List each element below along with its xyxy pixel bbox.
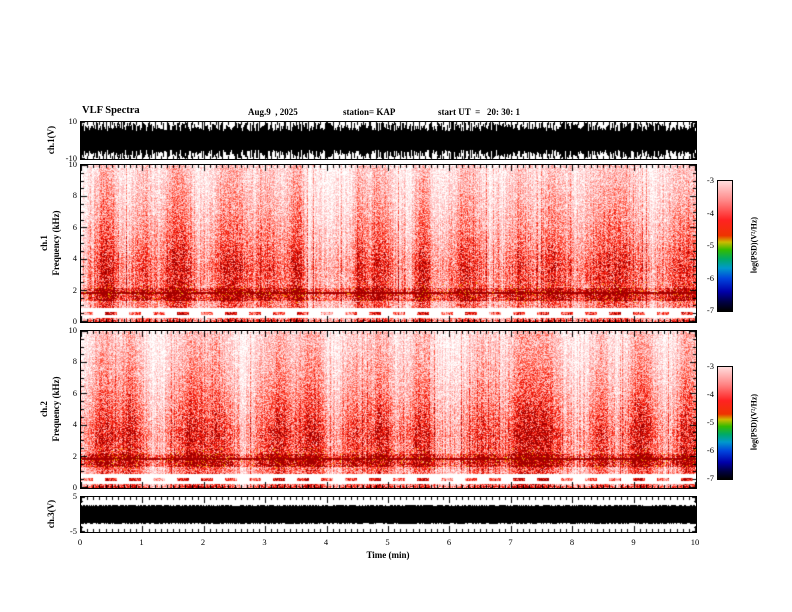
x-tick-label: 2 <box>200 537 206 547</box>
colorbar-tick-label: -7 <box>706 305 714 315</box>
y-tick-label: 8 <box>72 356 77 367</box>
x-tick-label: 10 <box>690 537 700 547</box>
y-tick-label: 6 <box>72 387 77 398</box>
y-tick-label: -5 <box>69 526 77 536</box>
y-tick-label: 10 <box>68 116 78 126</box>
y-tick-label: 0 <box>72 482 77 492</box>
y-tick-label: 6 <box>72 221 77 232</box>
ch3-waveform-canvas <box>81 497 696 532</box>
y-tick-label: -10 <box>65 153 77 163</box>
colorbar-tick-label: -6 <box>706 445 714 455</box>
x-tick-label: 4 <box>323 537 329 547</box>
y-tick-label: 10 <box>68 325 78 335</box>
ch1-spectrogram-channel-label: ch.1 <box>39 235 49 251</box>
ch2-spectrogram-ylabel: Frequency (kHz) <box>51 376 61 442</box>
x-tick-label: 7 <box>508 537 513 547</box>
y-tick-label: 5 <box>72 491 77 501</box>
y-tick-label: 4 <box>72 419 77 430</box>
colorbar-tick-label: -7 <box>706 473 714 483</box>
ch1-waveform-panel <box>80 121 697 160</box>
x-tick-label: 8 <box>569 537 575 547</box>
ch1-spectrogram-canvas <box>81 165 696 322</box>
colorbar-tick-label: -3 <box>706 175 714 185</box>
y-tick-label: 8 <box>72 190 77 201</box>
colorbar-ch2 <box>717 366 733 480</box>
colorbar-ch1 <box>717 180 733 312</box>
ch2-spectrogram-channel-label: ch.2 <box>39 401 49 417</box>
colorbar-tick-label: -5 <box>706 417 714 427</box>
y-tick-label: 2 <box>72 284 77 295</box>
x-tick-label: 9 <box>631 537 636 547</box>
colorbar-tick-label: -5 <box>706 240 714 250</box>
ch2-spectrogram-panel <box>80 330 697 489</box>
x-tick-label: 3 <box>262 537 267 547</box>
colorbar-tick-label: -4 <box>706 207 714 218</box>
x-tick-label: 5 <box>385 537 390 547</box>
y-tick-label: 10 <box>68 159 78 169</box>
x-tick-label: 0 <box>77 537 83 547</box>
y-tick-label: 4 <box>72 253 77 264</box>
colorbar-ch1-label: log(PSD)(V²/Hz) <box>749 216 759 274</box>
y-tick-label: 2 <box>72 450 77 461</box>
plot-title: VLF Spectra <box>82 105 140 116</box>
ch1-waveform-ylabel: ch.1(V) <box>46 125 56 155</box>
ch1-spectrogram-panel <box>80 164 697 323</box>
x-tick-label: 6 <box>446 537 452 547</box>
ch3-waveform-panel <box>80 496 697 533</box>
plot-date: Aug.9 , 2025 <box>248 107 298 117</box>
x-tick-label: 1 <box>139 537 144 547</box>
colorbar-tick-label: -3 <box>706 361 714 371</box>
ch2-spectrogram-canvas <box>81 331 696 488</box>
ch1-spectrogram-ylabel: Frequency (kHz) <box>51 210 61 276</box>
ch3-waveform-ylabel: ch.3(V) <box>46 499 56 529</box>
y-tick-label: 0 <box>72 316 77 326</box>
colorbar-tick-label: -4 <box>706 389 714 399</box>
plot-start-ut: start UT = 20: 30: 1 <box>438 107 520 117</box>
colorbar-ch2-label: log(PSD)(V²/Hz) <box>749 393 759 451</box>
plot-station: station= KAP <box>343 107 396 117</box>
ch1-waveform-canvas <box>81 122 696 159</box>
colorbar-tick-label: -6 <box>706 272 714 283</box>
x-axis-title: Time (min) <box>366 550 410 560</box>
